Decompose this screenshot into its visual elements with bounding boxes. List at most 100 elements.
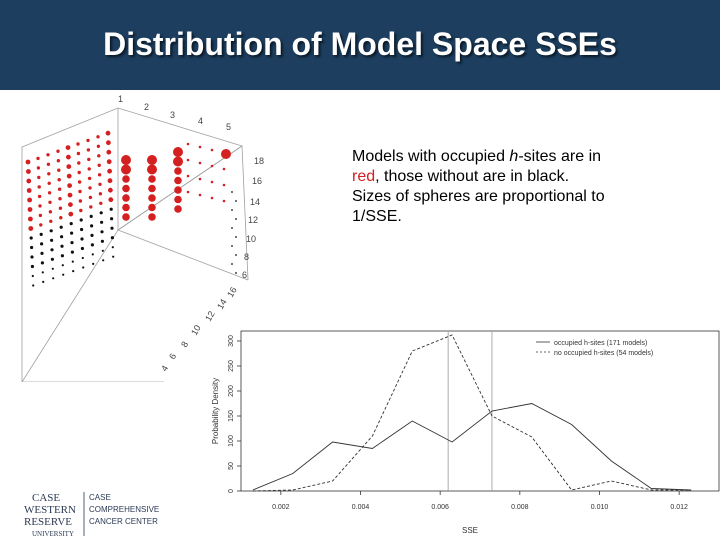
sphere-marker: [122, 194, 130, 202]
sphere-marker: [30, 255, 34, 259]
sphere-marker: [48, 200, 52, 204]
series-line-occupied: [252, 403, 692, 491]
right-tick: 8: [244, 252, 249, 262]
sphere-marker: [39, 223, 43, 227]
sphere-marker: [122, 203, 130, 212]
description-red-word: red: [352, 168, 376, 185]
sphere-marker: [66, 154, 71, 160]
sphere-marker: [109, 207, 113, 211]
sphere-marker: [147, 155, 157, 165]
sphere-marker: [89, 214, 93, 218]
description-part: -sites are in: [518, 148, 602, 165]
sphere-marker: [100, 239, 104, 243]
sphere-marker: [41, 271, 44, 274]
depth-tick: 12: [203, 309, 217, 323]
sphere-marker: [81, 256, 84, 260]
sphere-marker: [56, 159, 61, 163]
sphere-marker: [76, 142, 80, 146]
sphere-marker: [107, 168, 112, 174]
sphere-marker: [68, 202, 73, 207]
sphere-marker: [48, 210, 53, 214]
sphere-marker: [79, 208, 83, 213]
sphere-marker: [61, 264, 64, 267]
y-tick-label: 250: [228, 360, 235, 372]
sphere-marker: [174, 186, 182, 194]
sphere-marker: [47, 172, 51, 176]
sphere-marker: [38, 213, 43, 218]
sphere-marker: [90, 224, 94, 228]
sphere-marker: [210, 148, 214, 152]
sphere-marker: [40, 242, 44, 246]
sphere-marker: [86, 148, 91, 152]
sphere-marker: [72, 270, 75, 273]
sphere-marker: [26, 169, 31, 174]
sphere-marker: [88, 186, 92, 190]
sphere-marker: [231, 191, 233, 193]
sphere-marker: [235, 236, 237, 238]
right-tick: 18: [254, 156, 264, 166]
sphere-marker: [58, 206, 63, 210]
sphere-marker: [174, 167, 182, 175]
y-axis-label: Probability Density: [211, 378, 220, 444]
sphere-marker: [27, 197, 32, 203]
sphere-marker: [108, 197, 114, 203]
sphere-marker: [99, 211, 103, 215]
y-tick-label: 300: [228, 335, 235, 347]
sphere-marker: [80, 227, 84, 232]
sphere-marker: [100, 220, 104, 224]
y-tick-label: 0: [228, 489, 235, 493]
sphere-marker: [66, 164, 72, 169]
sphere-marker: [77, 161, 81, 165]
sphere-marker: [112, 255, 115, 258]
top-tick: 2: [144, 102, 149, 112]
sphere-marker: [106, 159, 112, 165]
sphere-marker: [38, 204, 42, 208]
top-tick: 3: [170, 110, 175, 120]
reference-lines: [447, 331, 493, 491]
sphere-marker: [70, 241, 74, 245]
legend-label: occupied h-sites (171 models): [554, 340, 647, 347]
x-tick-label: 0.006: [431, 504, 449, 511]
sphere-marker: [210, 180, 214, 184]
sphere-marker: [37, 175, 41, 180]
sphere-marker: [92, 262, 95, 265]
sphere-marker: [222, 183, 226, 187]
sphere-marker: [47, 191, 52, 195]
sphere-marker: [97, 154, 101, 158]
sphere-marker: [107, 178, 113, 184]
sphere-marker: [231, 263, 233, 265]
sphere-marker: [30, 245, 34, 250]
sphere-marker: [222, 199, 226, 203]
logo-right-line: CANCER CENTER: [89, 517, 158, 526]
y-axis: 0 50 100 150 200 250 300: [228, 335, 241, 493]
sphere-marker: [51, 267, 54, 270]
sphere-marker: [111, 246, 114, 249]
sphere-marker: [30, 264, 34, 269]
sphere-marker: [100, 230, 104, 234]
sphere-marker: [79, 218, 83, 222]
sphere-marker: [147, 164, 157, 175]
sphere-marker: [36, 166, 41, 170]
sphere-marker: [66, 173, 72, 179]
sphere-marker: [101, 249, 104, 252]
sphere-marker: [198, 145, 202, 149]
sphere-marker: [78, 189, 82, 194]
sphere-markers: [25, 130, 237, 287]
sphere-marker: [210, 164, 214, 168]
sphere-marker: [106, 149, 112, 155]
sphere-marker: [148, 203, 156, 212]
sphere-marker: [62, 273, 65, 276]
depth-tick: 16: [225, 285, 239, 299]
sphere-marker: [58, 197, 62, 201]
sphere-marker: [36, 156, 40, 161]
sphere-marker: [49, 219, 53, 223]
right-tick: 14: [250, 197, 260, 207]
sphere-marker: [50, 238, 54, 242]
sphere-marker: [86, 138, 90, 143]
depth-tick: 8: [179, 340, 190, 349]
sphere-marker: [87, 157, 91, 162]
sphere-marker: [91, 253, 94, 256]
top-tick: 5: [226, 122, 231, 132]
sphere-marker: [98, 182, 102, 186]
